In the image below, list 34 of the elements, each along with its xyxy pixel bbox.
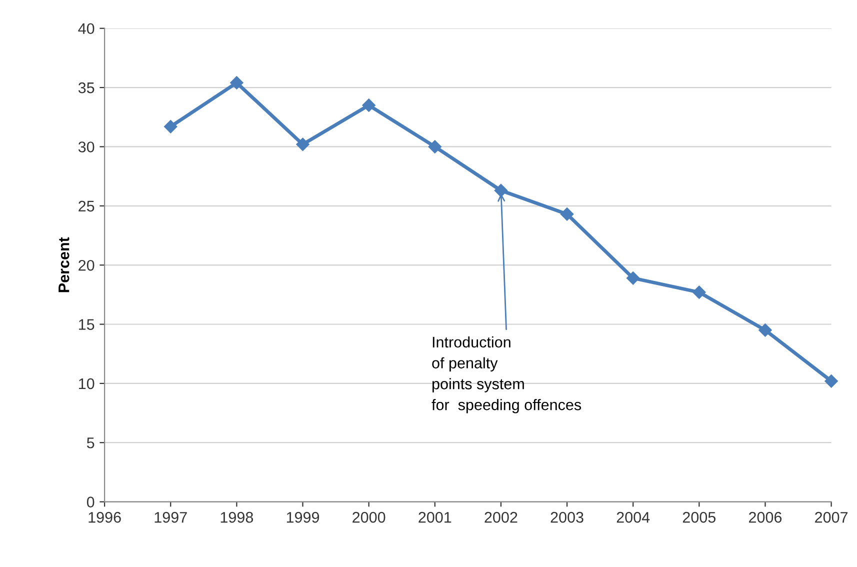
y-tick-label: 35 [78,82,94,94]
y-tick-label: 10 [79,378,94,390]
point [692,286,706,299]
x-tick-label: 2002 [484,512,518,523]
y-tick-label: 20 [78,260,94,271]
point [428,140,442,154]
x-tick-label: 1996 [88,512,121,523]
x-tick-label: 2007 [815,512,848,523]
annotation: Introduction of penalty points system for speeding offences [432,336,582,414]
y-tick-label: 0 [86,496,94,508]
x-tick-label: 1999 [286,512,320,523]
point [626,272,640,285]
y-axis-title: Percent [58,237,70,292]
point [560,208,574,221]
y-tick-label: 30 [78,142,94,152]
x-tick-label: 2003 [550,512,584,523]
x-tick-label: 2005 [682,512,716,523]
point [758,324,772,337]
x-tick-label: 2004 [616,512,650,523]
y-tick-label: 5 [86,438,94,448]
point [296,138,310,151]
y-tick-label: 40 [78,23,94,34]
point [362,98,376,112]
x-tick-label: 2001 [418,512,452,523]
point [164,120,178,134]
point [230,76,244,90]
point [824,374,838,388]
y-tick-label: 15 [79,319,94,330]
x-tick-label: 1998 [220,512,254,523]
x-tick-label: 1997 [154,512,187,523]
point [494,184,508,198]
y-tick-label: 25 [78,200,94,212]
x-tick-label: 2006 [749,512,782,523]
x-tick-label: 2000 [352,512,386,523]
